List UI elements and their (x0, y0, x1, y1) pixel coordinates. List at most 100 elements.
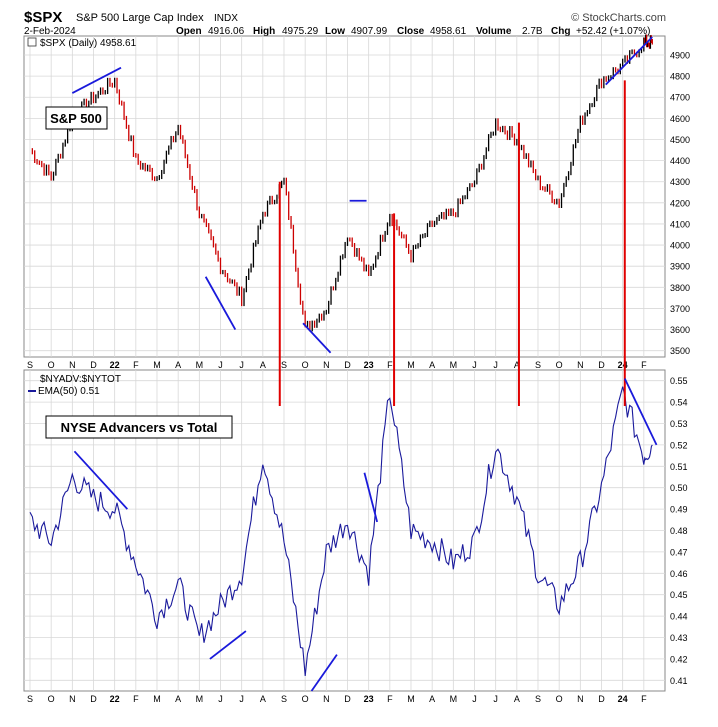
y-tick-label: 3700 (670, 304, 690, 314)
y-tick-label: 4700 (670, 93, 690, 103)
quote-close-value: 4958.61 (430, 26, 467, 37)
nyse-annotation: NYSE Advancers vs Total (61, 420, 218, 435)
x-tick-label: J (472, 360, 477, 370)
x-tick-label: F (387, 360, 393, 370)
quote-high-label: High (253, 26, 275, 37)
quote-open-value: 4916.06 (208, 26, 245, 37)
y-tick-label: 3900 (670, 262, 690, 272)
x-tick-label: J (493, 360, 498, 370)
y-tick-label: 0.46 (670, 569, 688, 579)
quote-low-value: 4907.99 (351, 26, 388, 37)
x-tick-label: F (641, 360, 647, 370)
y-tick-label: 4900 (670, 51, 690, 61)
blue-trendlines (71, 36, 658, 692)
price-gridlines (24, 36, 665, 357)
trendline (209, 630, 247, 660)
price-panel-frame (23, 35, 666, 358)
x-tick-label: S (281, 360, 287, 370)
nyse-annotation-box (45, 415, 233, 439)
quote-volume-label: Volume (476, 26, 512, 37)
x-tick-label: N (577, 694, 584, 704)
quote-low-label: Low (325, 26, 345, 37)
quote-chg-label: Chg (551, 26, 570, 37)
red-marker-lines (278, 80, 626, 406)
y-tick-label: 4600 (670, 114, 690, 124)
x-tick-label: J (218, 360, 223, 370)
y-tick-label: 4000 (670, 241, 690, 251)
sp500-annotation: S&P 500 (50, 111, 102, 126)
x-tick-label: 22 (110, 360, 120, 370)
x-tick-label: M (153, 360, 161, 370)
quote-chg-value: +52.42 (+1.07%) (576, 26, 651, 37)
trendline (302, 322, 332, 354)
y-tick-label: 0.42 (670, 654, 688, 664)
y-tick-label: 0.51 (670, 462, 688, 472)
breadth-legend-series: $NYADV:$NYTOT (40, 374, 121, 385)
trendline (204, 276, 237, 330)
y-tick-label: 4100 (670, 219, 690, 229)
chart-index-name: S&P 500 Large Cap Index (76, 12, 204, 24)
price-y-axis: 3500 3600 3700 3800 3900 4000 4100 4200 4300 4400… (670, 51, 690, 357)
quote-close-label: Close (397, 26, 425, 37)
x-tick-label: O (302, 360, 309, 370)
y-tick-label: 4200 (670, 198, 690, 208)
trendline (363, 472, 379, 523)
trendline (73, 450, 129, 510)
y-tick-label: 0.45 (670, 590, 688, 600)
x-tick-label: D (344, 694, 351, 704)
breadth-gridlines (24, 370, 665, 691)
x-tick-label: M (450, 694, 458, 704)
y-tick-label: 4800 (670, 72, 690, 82)
x-tick-label: F (387, 694, 393, 704)
x-tick-label: F (133, 694, 139, 704)
x-tick-label: S (535, 360, 541, 370)
x-tick-label: S (281, 694, 287, 704)
x-tick-label: A (429, 360, 435, 370)
y-tick-label: 0.53 (670, 419, 688, 429)
x-tick-label: M (407, 694, 415, 704)
x-tick-label: J (239, 694, 244, 704)
x-tick-label: S (27, 360, 33, 370)
y-tick-label: 0.55 (670, 376, 688, 386)
breadth-y-axis: 0.41 0.42 0.43 0.44 0.45 0.46 0.47 0.48 0.49 0.50… (670, 376, 688, 686)
y-tick-label: 0.54 (670, 398, 688, 408)
breadth-x-axis: S O N D 22 F M A M J J A S O N D 23 F M A M J J A S O N D 24 F (27, 694, 647, 704)
price-x-axis: S O N D 22 F M A M J J A S O N D 23 F M A M J J A S O N D 24 F (27, 360, 647, 370)
x-tick-label: M (196, 694, 204, 704)
x-tick-label: J (239, 360, 244, 370)
trendline (623, 378, 658, 446)
x-tick-label: J (472, 694, 477, 704)
quote-open-label: Open (176, 26, 202, 37)
x-tick-label: 22 (110, 694, 120, 704)
chart-date: 2-Feb-2024 (24, 26, 76, 37)
chart-exchange: INDX (214, 13, 238, 24)
x-tick-label: O (302, 694, 309, 704)
x-tick-label: A (514, 694, 520, 704)
y-tick-label: 0.43 (670, 633, 688, 643)
y-tick-label: 3600 (670, 325, 690, 335)
x-tick-label: A (175, 360, 181, 370)
x-tick-label: M (450, 360, 458, 370)
y-tick-label: 0.50 (670, 483, 688, 493)
x-tick-label: O (556, 694, 563, 704)
quote-high-value: 4975.29 (282, 26, 319, 37)
chart-watermark: © StockCharts.com (571, 12, 666, 24)
x-tick-label: D (598, 360, 605, 370)
sp500-annotation-box (45, 106, 108, 130)
y-tick-label: 4500 (670, 135, 690, 145)
x-tick-label: A (429, 694, 435, 704)
x-tick-label: S (27, 694, 33, 704)
x-tick-label: A (260, 694, 266, 704)
chart-symbol: $SPX (24, 9, 62, 26)
y-tick-label: 0.41 (670, 676, 688, 686)
x-tick-label: M (153, 694, 161, 704)
trendline (310, 654, 338, 692)
x-tick-label: N (69, 360, 76, 370)
trendline (71, 66, 122, 94)
breadth-legend-ema: EMA(50) 0.51 (38, 386, 100, 397)
x-tick-label: N (323, 694, 330, 704)
x-tick-label: N (69, 694, 76, 704)
x-tick-label: N (323, 360, 330, 370)
x-tick-label: 24 (618, 694, 628, 704)
